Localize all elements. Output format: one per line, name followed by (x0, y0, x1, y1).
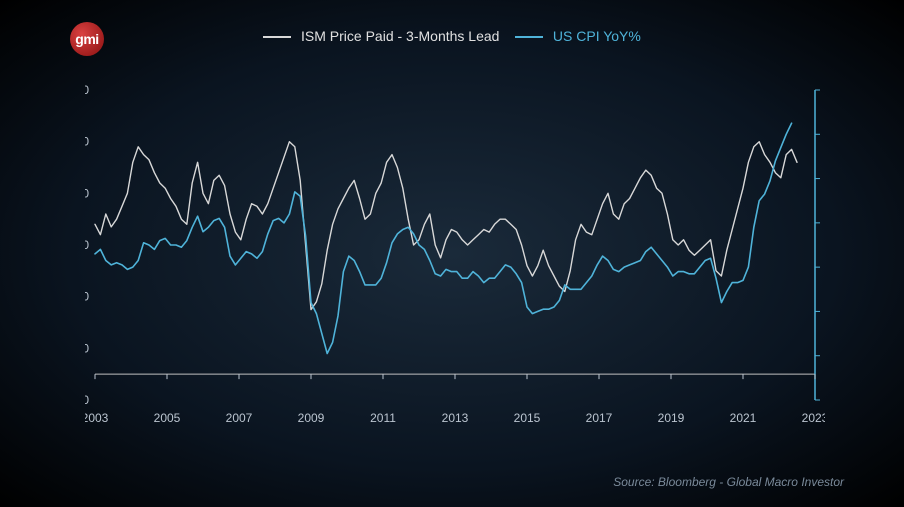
legend-label-1: ISM Price Paid - 3-Months Lead (301, 28, 499, 44)
legend: ISM Price Paid - 3-Months Lead US CPI Yo… (0, 28, 904, 44)
svg-text:2013: 2013 (442, 411, 469, 425)
svg-text:2009: 2009 (298, 411, 325, 425)
svg-text:2023: 2023 (802, 411, 825, 425)
svg-text:2005: 2005 (154, 411, 181, 425)
svg-text:30: 30 (85, 290, 89, 304)
svg-text:90: 90 (85, 135, 89, 149)
svg-text:2007: 2007 (226, 411, 253, 425)
svg-text:2021: 2021 (730, 411, 757, 425)
plot-area: 2003 2005 2007 2009 2011 2013 2015 2017 2019 2021… (85, 70, 825, 430)
chart-container: gmi ISM Price Paid - 3-Months Lead US CP… (0, 0, 904, 507)
svg-text:2017: 2017 (586, 411, 613, 425)
svg-text:110: 110 (85, 83, 89, 97)
svg-text:2011: 2011 (370, 411, 396, 425)
svg-text:10: 10 (85, 341, 89, 355)
chart-svg: 2003 2005 2007 2009 2011 2013 2015 2017 2019 2021… (85, 70, 825, 430)
svg-text:70: 70 (85, 186, 89, 200)
svg-text:2015: 2015 (514, 411, 541, 425)
svg-text:2003: 2003 (85, 411, 109, 425)
legend-label-2: US CPI YoY% (553, 28, 641, 44)
source-text: Source: Bloomberg - Global Macro Investo… (613, 475, 844, 489)
svg-text:50: 50 (85, 238, 89, 252)
legend-swatch-1 (263, 36, 291, 38)
svg-text:-10: -10 (85, 393, 89, 407)
legend-swatch-2 (515, 36, 543, 38)
svg-text:2019: 2019 (658, 411, 685, 425)
